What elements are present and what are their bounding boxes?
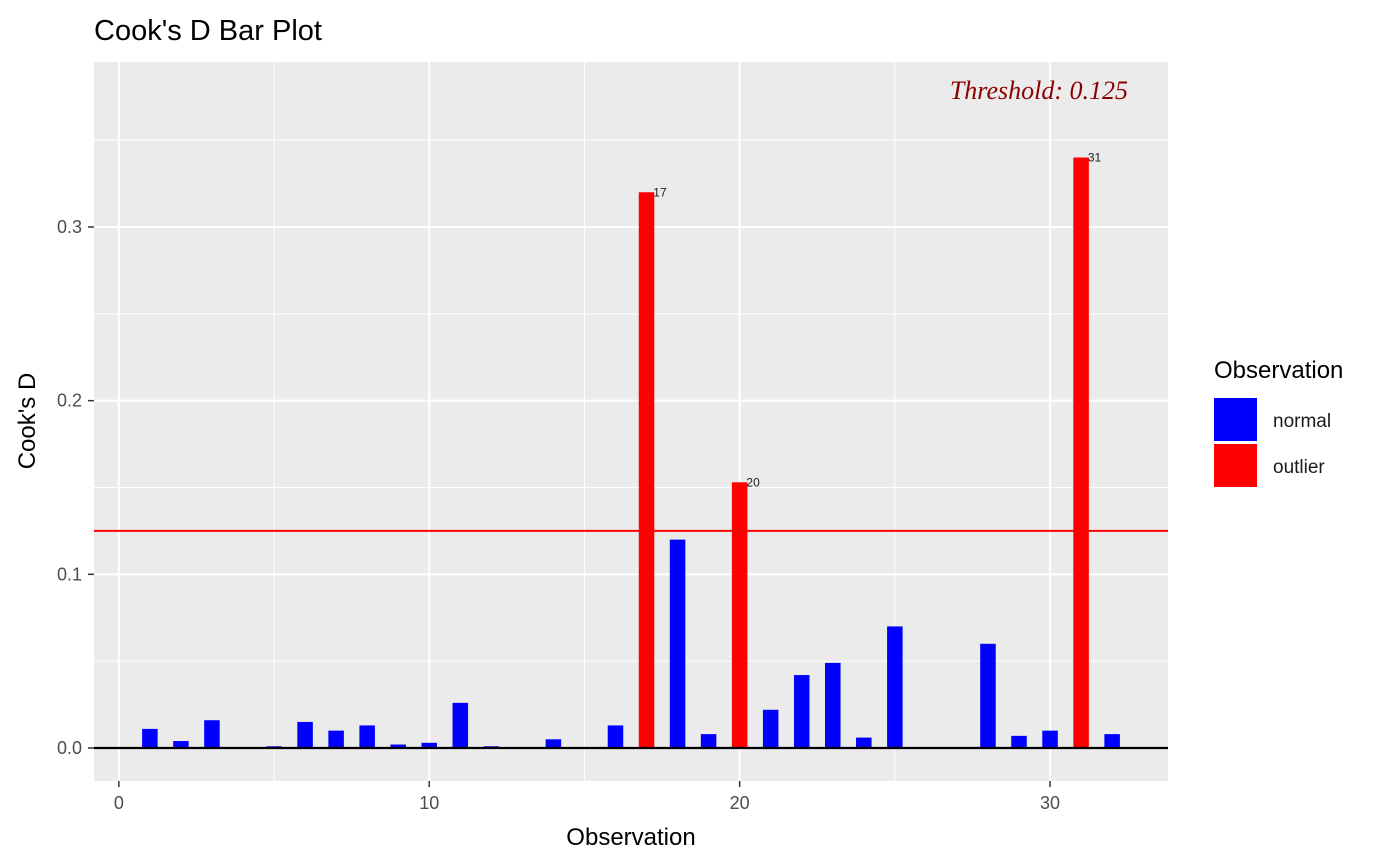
plot-panel: [94, 62, 1168, 781]
y-tick-label: 0.0: [57, 738, 82, 758]
legend-label-normal: normal: [1273, 411, 1331, 432]
overlays: Threshold: 0.125: [94, 76, 1168, 750]
chart-title: Cook's D Bar Plot: [94, 15, 322, 47]
bar-normal: [1011, 735, 1027, 749]
grid-minor: [94, 62, 1168, 781]
bar-normal: [856, 737, 872, 749]
threshold-label: Threshold: 0.125: [950, 76, 1128, 105]
bar-normal: [669, 539, 686, 749]
legend-swatch-normal: [1214, 398, 1257, 441]
y-tick-label: 0.2: [57, 391, 82, 411]
legend: Observation normal outlier: [1214, 357, 1343, 487]
bar-normal: [142, 728, 158, 749]
x-tick-label: 10: [419, 793, 439, 813]
bar-normal: [700, 734, 717, 749]
bar-normal: [825, 662, 841, 749]
bar-outlier: [638, 192, 655, 749]
bar-normal: [452, 702, 469, 749]
bar-outlier: [1073, 157, 1089, 749]
bar-normal: [1104, 734, 1120, 749]
x-axis-title: Observation: [566, 824, 695, 851]
y-axis-title: Cook's D: [14, 373, 41, 470]
legend-swatch-outlier: [1214, 444, 1257, 487]
x-tick-label: 30: [1040, 793, 1060, 813]
bar-label: 20: [746, 475, 760, 489]
bars: 17 20 31: [142, 151, 1120, 749]
bar-normal: [390, 744, 406, 749]
legend-title: Observation: [1214, 357, 1343, 384]
y-axis-ticks: 0.0 0.1 0.2 0.3: [57, 217, 94, 758]
x-tick-label: 20: [730, 793, 750, 813]
bar-normal: [359, 725, 375, 749]
bar-label: 17: [653, 185, 667, 199]
bar-normal: [762, 709, 779, 749]
bar-normal: [607, 725, 624, 749]
bar-normal: [204, 720, 220, 749]
x-axis-ticks: 0 10 20 30: [114, 781, 1060, 813]
bar-normal: [887, 626, 903, 749]
bar-normal: [545, 739, 562, 749]
y-tick-label: 0.1: [57, 564, 82, 584]
bar-normal: [793, 675, 810, 749]
bar-outlier: [731, 482, 748, 749]
x-tick-label: 0: [114, 793, 124, 813]
bar-normal: [173, 741, 189, 749]
bar-normal: [421, 742, 437, 749]
legend-label-outlier: outlier: [1273, 457, 1325, 478]
bar-normal: [297, 721, 313, 749]
bar-normal: [1042, 730, 1058, 749]
bar-label: 31: [1088, 151, 1102, 165]
y-tick-label: 0.3: [57, 217, 82, 237]
bar-normal: [328, 730, 344, 749]
bar-normal: [980, 643, 996, 749]
